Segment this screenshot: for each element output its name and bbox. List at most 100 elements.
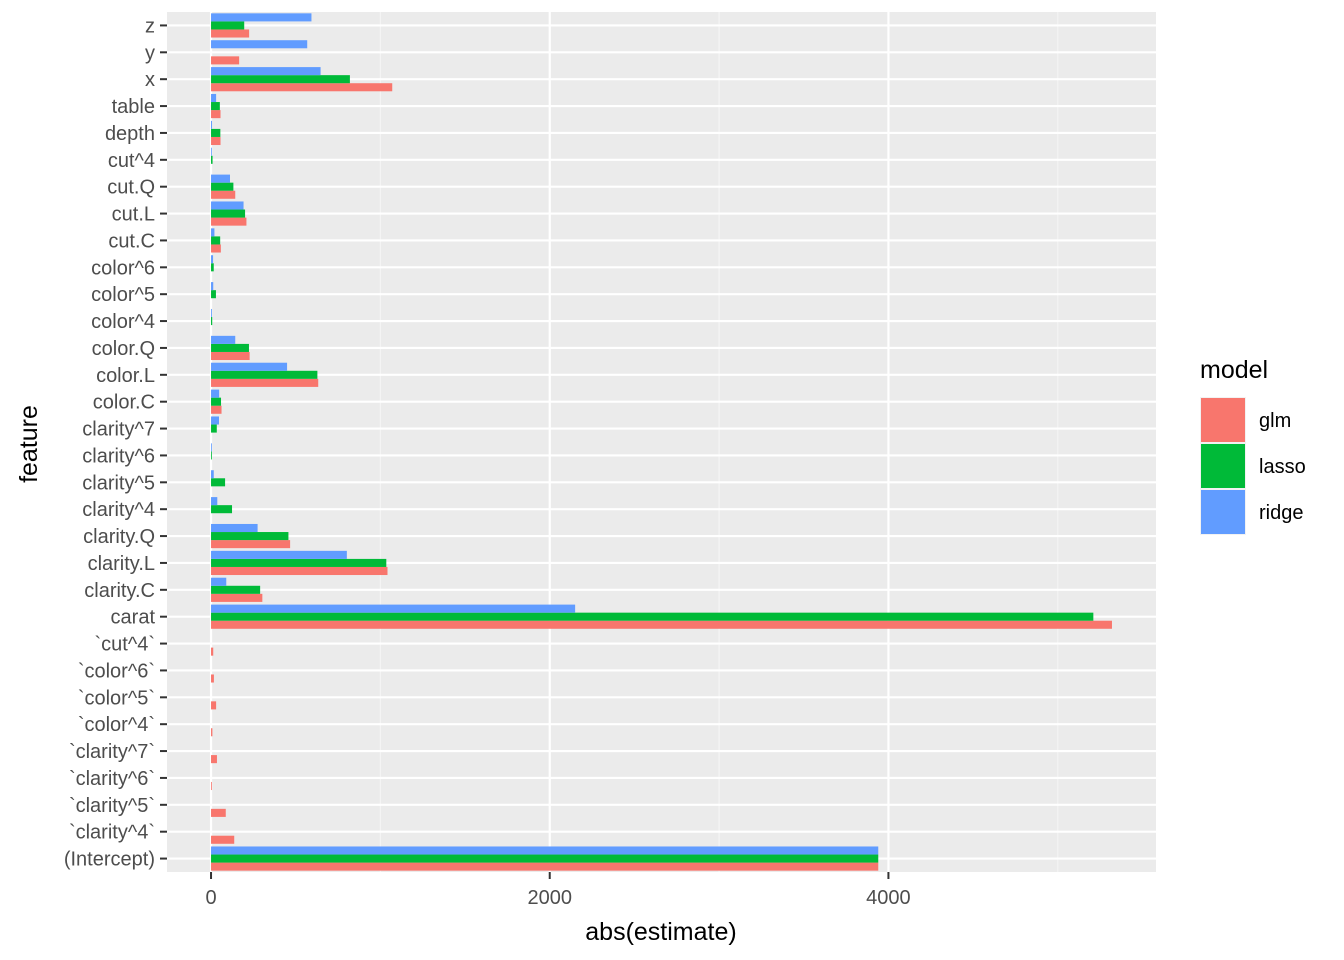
- legend-label-lasso: lasso: [1259, 456, 1306, 478]
- x-tick-label: 4000: [866, 887, 911, 909]
- bar-ridge-12: [211, 523, 258, 533]
- x-tick-label: 0: [205, 887, 216, 909]
- y-tick-label: (Intercept): [64, 849, 155, 871]
- panel-background: [167, 12, 1156, 872]
- bar-lasso-9: [211, 612, 1094, 621]
- y-tick-label: color^5: [91, 284, 155, 306]
- bar-glm-12: [211, 540, 291, 549]
- bar-ridge-25: [211, 174, 230, 183]
- y-tick-label: color.C: [93, 392, 155, 414]
- bar-lasso-0: [211, 854, 879, 863]
- bar-glm-1: [211, 835, 235, 844]
- bar-glm-18: [211, 378, 319, 387]
- y-tick-label: clarity^5: [82, 472, 155, 494]
- bar-ridge-26: [211, 147, 212, 156]
- y-tick-label: z: [145, 15, 155, 37]
- y-tick-label: `cut^4`: [94, 634, 155, 656]
- x-tick-label: 2000: [527, 887, 572, 909]
- bar-lasso-20: [211, 317, 213, 326]
- y-tick-label: `clarity^4`: [69, 822, 155, 844]
- bar-glm-30: [211, 56, 240, 65]
- bar-ridge-10: [211, 577, 227, 586]
- bar-ridge-14: [211, 470, 214, 479]
- bar-lasso-10: [211, 585, 261, 594]
- y-tick-label: `clarity^6`: [69, 768, 155, 790]
- bar-ridge-31: [211, 13, 312, 22]
- bar-ridge-29: [211, 67, 321, 76]
- bar-lasso-26: [211, 155, 213, 164]
- bar-glm-17: [211, 405, 222, 414]
- y-tick-label: carat: [111, 607, 156, 629]
- bar-lasso-28: [211, 102, 220, 111]
- bar-ridge-11: [211, 550, 347, 559]
- y-tick-label: color.Q: [92, 338, 155, 360]
- bar-glm-10: [211, 593, 263, 602]
- y-tick-label: clarity^7: [82, 419, 155, 441]
- bar-ridge-19: [211, 335, 236, 344]
- bar-ridge-17: [211, 389, 220, 398]
- bar-ridge-27: [211, 120, 213, 129]
- bar-ridge-22: [211, 255, 214, 264]
- y-tick-label: clarity^6: [82, 445, 155, 467]
- bar-lasso-11: [211, 558, 387, 567]
- y-tick-label: `color^4`: [78, 714, 155, 736]
- y-tick-label: clarity.L: [88, 553, 155, 575]
- plot-panel: [167, 12, 1156, 872]
- bar-ridge-16: [211, 416, 219, 425]
- bar-glm-29: [211, 83, 393, 92]
- bar-glm-9: [211, 620, 1112, 629]
- bar-ridge-24: [211, 201, 244, 210]
- y-tick-label: clarity.C: [84, 580, 155, 602]
- bar-glm-4: [211, 755, 217, 764]
- bar-lasso-21: [211, 290, 216, 299]
- bar-glm-28: [211, 110, 221, 119]
- bar-ridge-28: [211, 93, 217, 103]
- legend-title: model: [1200, 356, 1268, 384]
- bar-lasso-23: [211, 236, 221, 245]
- y-tick-label: `clarity^7`: [69, 741, 155, 763]
- y-tick-label: clarity.Q: [83, 526, 155, 548]
- bar-glm-19: [211, 351, 250, 361]
- bar-lasso-29: [211, 75, 350, 84]
- bar-glm-11: [211, 566, 388, 576]
- bar-lasso-12: [211, 532, 289, 541]
- bar-glm-6: [211, 701, 217, 710]
- y-tick-label: y: [145, 42, 155, 64]
- bar-glm-0: [211, 862, 879, 871]
- bar-ridge-23: [211, 228, 215, 237]
- bar-lasso-19: [211, 343, 249, 352]
- y-tick-label: depth: [105, 123, 155, 145]
- bar-glm-31: [211, 29, 250, 38]
- x-axis-title: abs(estimate): [585, 918, 736, 946]
- bar-glm-3: [211, 781, 212, 791]
- y-tick-label: table: [112, 96, 155, 118]
- bar-ridge-9: [211, 604, 576, 613]
- bar-glm-23: [211, 244, 221, 253]
- bar-ridge-30: [211, 40, 308, 49]
- bar-lasso-15: [211, 451, 212, 460]
- y-tick-label: cut.L: [112, 204, 155, 226]
- bar-glm-7: [211, 674, 214, 683]
- bars: [211, 13, 1112, 871]
- bar-lasso-18: [211, 370, 318, 379]
- y-axis: (Intercept) `clarity^4` `clarity^5` `clarit…: [64, 15, 167, 871]
- bar-lasso-27: [211, 128, 221, 137]
- legend-swatch-glm: [1201, 398, 1245, 442]
- y-tick-label: `color^6`: [78, 660, 155, 682]
- x-axis: 0 2000 4000: [205, 872, 911, 909]
- bar-glm-8: [211, 647, 214, 656]
- bar-lasso-16: [211, 424, 217, 433]
- bar-glm-5: [211, 728, 213, 737]
- y-tick-label: color.L: [96, 365, 155, 387]
- y-tick-label: `color^5`: [78, 687, 155, 709]
- bar-ridge-0: [211, 846, 879, 855]
- y-tick-label: cut.C: [108, 230, 155, 252]
- bar-lasso-13: [211, 505, 233, 514]
- bar-ridge-21: [211, 282, 214, 291]
- y-tick-label: color^6: [91, 257, 155, 279]
- bar-lasso-24: [211, 209, 246, 218]
- bar-ridge-20: [211, 308, 212, 318]
- bar-glm-24: [211, 217, 247, 226]
- bar-glm-27: [211, 136, 221, 146]
